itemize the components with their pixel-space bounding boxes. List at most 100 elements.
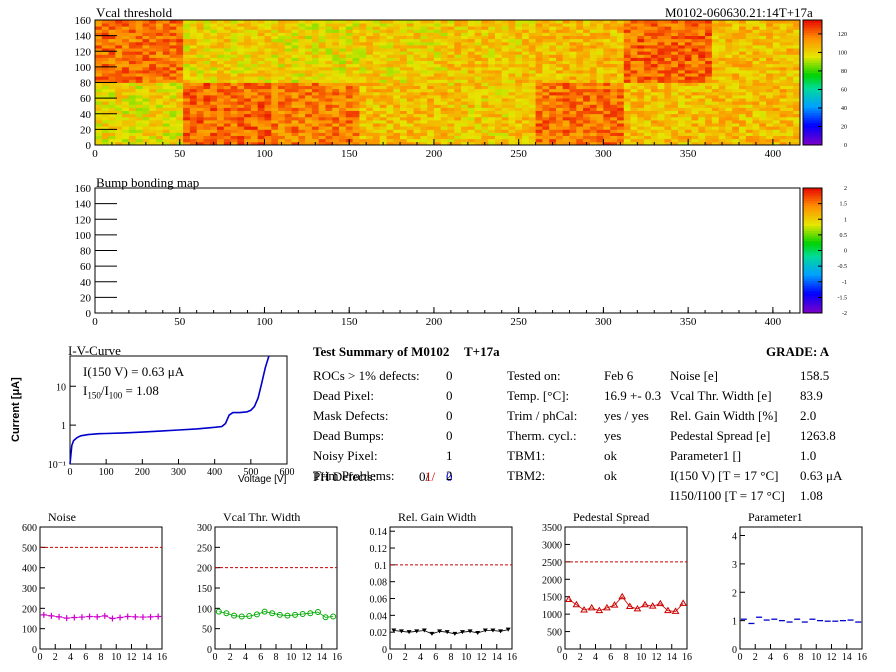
heatmap-cell bbox=[162, 60, 170, 65]
heatmap-cell bbox=[576, 54, 584, 58]
heatmap-cell bbox=[291, 98, 299, 102]
heatmap-cell bbox=[739, 41, 747, 46]
heatmap-cell bbox=[522, 88, 530, 93]
heatmap-cell bbox=[400, 88, 408, 93]
heatmap-cell bbox=[772, 138, 781, 143]
heatmap-cell bbox=[183, 91, 191, 96]
heatmap-cell bbox=[250, 104, 259, 108]
heatmap-cell bbox=[589, 107, 598, 111]
heatmap-cell bbox=[433, 32, 442, 36]
heatmap-cell bbox=[583, 29, 591, 33]
heatmap-cell bbox=[427, 95, 435, 99]
heatmap-cell bbox=[786, 120, 794, 124]
heatmap-cell bbox=[447, 126, 455, 130]
heatmap-cell bbox=[257, 70, 265, 74]
heatmap-cell bbox=[488, 132, 496, 136]
heatmap-cell bbox=[569, 113, 577, 118]
heatmap-cell bbox=[366, 51, 374, 55]
heatmap-cell bbox=[413, 132, 421, 136]
heatmap-cell bbox=[725, 116, 733, 121]
heatmap-cell bbox=[237, 126, 245, 130]
heatmap-cell bbox=[671, 26, 679, 30]
heatmap-cell bbox=[772, 29, 781, 33]
heatmap-cell bbox=[339, 70, 347, 74]
small-y-tick-label: 250 bbox=[197, 543, 212, 554]
heatmap-cell bbox=[244, 48, 252, 52]
heatmap-cell bbox=[481, 66, 489, 71]
heatmap-cell bbox=[589, 120, 598, 124]
heatmap-cell bbox=[684, 85, 692, 90]
heatmap-cell bbox=[691, 101, 699, 105]
heatmap-cell bbox=[664, 123, 672, 127]
heatmap-cell bbox=[454, 76, 462, 80]
heatmap-cell bbox=[725, 51, 733, 55]
heatmap-cell bbox=[433, 48, 442, 52]
heatmap-cell bbox=[698, 63, 706, 68]
heatmap-cell bbox=[698, 116, 706, 121]
heatmap-cell bbox=[461, 70, 469, 74]
heatmap-cell bbox=[705, 76, 713, 80]
heatmap-cell bbox=[318, 107, 326, 111]
heatmap-cell bbox=[223, 110, 231, 115]
heatmap-cell bbox=[657, 91, 665, 96]
heatmap-cell bbox=[359, 23, 367, 27]
data-point bbox=[94, 613, 101, 620]
heatmap-cell bbox=[589, 48, 598, 52]
heatmap-cell bbox=[766, 138, 774, 143]
series-line bbox=[218, 611, 334, 618]
heatmap-cell bbox=[705, 110, 713, 115]
palette-band bbox=[803, 67, 822, 71]
heatmap-cell bbox=[657, 101, 665, 105]
heatmap-cell bbox=[217, 135, 225, 140]
heatmap-cell bbox=[454, 113, 462, 118]
heatmap-cell bbox=[495, 132, 503, 136]
heatmap-cell bbox=[684, 32, 692, 36]
heatmap-cell bbox=[311, 135, 320, 140]
heatmap-cell bbox=[603, 20, 611, 24]
heatmap-cell bbox=[169, 38, 177, 43]
heatmap-cell bbox=[345, 95, 353, 99]
heatmap-cell bbox=[630, 113, 638, 118]
heatmap-cell bbox=[291, 26, 299, 30]
heatmap-cell bbox=[786, 107, 794, 111]
heatmap-cell bbox=[210, 95, 218, 99]
heatmap-cell bbox=[617, 88, 625, 93]
heatmap-cell bbox=[359, 88, 367, 93]
heatmap-cell bbox=[318, 129, 326, 133]
heatmap-cell bbox=[440, 20, 448, 24]
heatmap-cell bbox=[196, 51, 204, 55]
heatmap-cell bbox=[237, 123, 245, 127]
heatmap-cell bbox=[210, 38, 218, 43]
palette-tick-label: -2 bbox=[842, 311, 847, 317]
heatmap-cell bbox=[237, 23, 245, 27]
heatmap-cell bbox=[298, 26, 306, 30]
heatmap-cell bbox=[610, 126, 618, 130]
heatmap-cell bbox=[725, 48, 733, 52]
heatmap-cell bbox=[671, 54, 679, 58]
heatmap-cell bbox=[95, 95, 103, 99]
heatmap-cell bbox=[298, 41, 306, 46]
heatmap-cell bbox=[603, 132, 611, 136]
heatmap-cell bbox=[413, 73, 421, 77]
heatmap-cell bbox=[318, 20, 326, 24]
heatmap-cell bbox=[603, 98, 611, 102]
heatmap-cell bbox=[718, 129, 726, 133]
summary-right-value: 158.5 bbox=[800, 368, 830, 383]
heatmap-cell bbox=[705, 85, 713, 90]
heatmap-cell bbox=[345, 51, 353, 55]
heatmap-cell bbox=[250, 110, 259, 115]
heatmap-cell bbox=[406, 48, 414, 52]
small-x-tick-label: 8 bbox=[449, 652, 454, 663]
heatmap-cell bbox=[671, 135, 679, 140]
heatmap-cell bbox=[454, 129, 462, 133]
heatmap-cell bbox=[664, 60, 672, 65]
heatmap-cell bbox=[393, 20, 401, 24]
heatmap-cell bbox=[237, 104, 245, 108]
heatmap-cell bbox=[562, 48, 570, 52]
heatmap-cell bbox=[739, 60, 747, 65]
heatmap-cell bbox=[467, 57, 475, 61]
heatmap-cell bbox=[576, 123, 584, 127]
heatmap-cell bbox=[589, 138, 598, 143]
heatmap-cell bbox=[501, 107, 509, 111]
heatmap-cell bbox=[122, 91, 130, 96]
